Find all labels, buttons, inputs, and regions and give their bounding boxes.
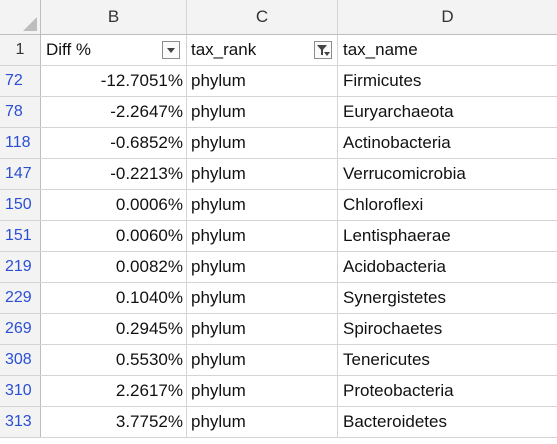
cell-tax-rank[interactable]: phylum — [187, 283, 338, 313]
cell-diff[interactable]: 2.2617% — [41, 376, 187, 406]
filter-funnel-icon[interactable] — [314, 41, 332, 59]
cell-diff[interactable]: 0.0060% — [41, 221, 187, 251]
cell-tax-rank[interactable]: phylum — [187, 345, 338, 375]
cell-tax-name[interactable]: Chloroflexi — [343, 195, 424, 214]
cell-tax-rank[interactable]: phylum — [187, 159, 338, 189]
cell-tax-name[interactable]: Acidobacteria — [343, 257, 447, 276]
cell-tax-rank[interactable]: phylum — [187, 221, 338, 251]
table-row: 229 0.1040% phylum Synergistetes — [0, 283, 557, 314]
cell-tax-name[interactable]: Actinobacteria — [343, 133, 451, 152]
cell-diff[interactable]: -0.2213% — [41, 159, 187, 189]
cell-tax-name[interactable]: Lentisphaerae — [343, 226, 451, 245]
row-number[interactable]: 78 — [0, 97, 41, 127]
table-row: 151 0.0060% phylum Lentisphaerae — [0, 221, 557, 252]
cell-tax-name[interactable]: Tenericutes — [343, 350, 430, 369]
row-number[interactable]: 150 — [0, 190, 41, 220]
header-cell-tax-name[interactable]: tax_name — [338, 35, 557, 65]
select-all-corner[interactable] — [0, 0, 41, 34]
table-row: 147 -0.2213% phylum Verrucomicrobia — [0, 159, 557, 190]
cell-diff[interactable]: 0.2945% — [41, 314, 187, 344]
table-row: 118 -0.6852% phylum Actinobacteria — [0, 128, 557, 159]
cell-tax-name[interactable]: Synergistetes — [343, 288, 446, 307]
table-row: 150 0.0006% phylum Chloroflexi — [0, 190, 557, 221]
select-all-triangle-icon — [23, 17, 37, 31]
table-row: 310 2.2617% phylum Proteobacteria — [0, 376, 557, 407]
header-cell-tax-rank[interactable]: tax_rank — [187, 35, 338, 65]
row-number[interactable]: 219 — [0, 252, 41, 282]
table-row: 72 -12.7051% phylum Firmicutes — [0, 66, 557, 97]
row-number[interactable]: 72 — [0, 66, 41, 96]
cell-tax-name[interactable]: Proteobacteria — [343, 381, 454, 400]
column-header-d[interactable]: D — [441, 7, 454, 26]
row-number[interactable]: 229 — [0, 283, 41, 313]
cell-diff[interactable]: 3.7752% — [41, 407, 187, 437]
header-label-tax-name: tax_name — [343, 40, 418, 59]
table-row: 269 0.2945% phylum Spirochaetes — [0, 314, 557, 345]
table-row: 313 3.7752% phylum Bacteroidetes — [0, 407, 557, 438]
table-row: 78 -2.2647% phylum Euryarchaeota — [0, 97, 557, 128]
cell-tax-rank[interactable]: phylum — [187, 252, 338, 282]
cell-tax-name[interactable]: Euryarchaeota — [343, 102, 454, 121]
row-number[interactable]: 147 — [0, 159, 41, 189]
cell-diff[interactable]: -0.6852% — [41, 128, 187, 158]
cell-tax-rank[interactable]: phylum — [187, 66, 338, 96]
header-cell-diff[interactable]: Diff % — [41, 35, 187, 65]
row-number[interactable]: 1 — [0, 35, 41, 65]
cell-tax-rank[interactable]: phylum — [187, 376, 338, 406]
row-number[interactable]: 151 — [0, 221, 41, 251]
cell-tax-rank[interactable]: phylum — [187, 128, 338, 158]
row-number[interactable]: 269 — [0, 314, 41, 344]
cell-diff[interactable]: -2.2647% — [41, 97, 187, 127]
column-header-b[interactable]: B — [41, 0, 187, 34]
column-header-c[interactable]: C — [187, 0, 338, 34]
cell-tax-rank[interactable]: phylum — [187, 97, 338, 127]
cell-diff[interactable]: -12.7051% — [41, 66, 187, 96]
cell-diff[interactable]: 0.1040% — [41, 283, 187, 313]
header-label-tax-rank: tax_rank — [191, 40, 257, 59]
cell-tax-rank[interactable]: phylum — [187, 407, 338, 437]
cell-tax-rank[interactable]: phylum — [187, 314, 338, 344]
cell-tax-name[interactable]: Spirochaetes — [343, 319, 443, 338]
cell-diff[interactable]: 0.0006% — [41, 190, 187, 220]
table-header-row: 1 Diff % tax_rank tax_name — [0, 35, 557, 66]
table-row: 308 0.5530% phylum Tenericutes — [0, 345, 557, 376]
cell-diff[interactable]: 0.5530% — [41, 345, 187, 375]
row-number[interactable]: 308 — [0, 345, 41, 375]
cell-diff[interactable]: 0.0082% — [41, 252, 187, 282]
row-number[interactable]: 310 — [0, 376, 41, 406]
row-number[interactable]: 118 — [0, 128, 41, 158]
header-label-diff: Diff % — [46, 40, 92, 59]
cell-tax-rank[interactable]: phylum — [187, 190, 338, 220]
cell-tax-name[interactable]: Verrucomicrobia — [343, 164, 466, 183]
cell-tax-name[interactable]: Bacteroidetes — [343, 412, 447, 431]
table-row: 219 0.0082% phylum Acidobacteria — [0, 252, 557, 283]
column-header-row: B C D — [0, 0, 557, 35]
cell-tax-name[interactable]: Firmicutes — [343, 71, 422, 90]
dropdown-arrow-icon[interactable] — [162, 41, 180, 59]
row-number[interactable]: 313 — [0, 407, 41, 437]
